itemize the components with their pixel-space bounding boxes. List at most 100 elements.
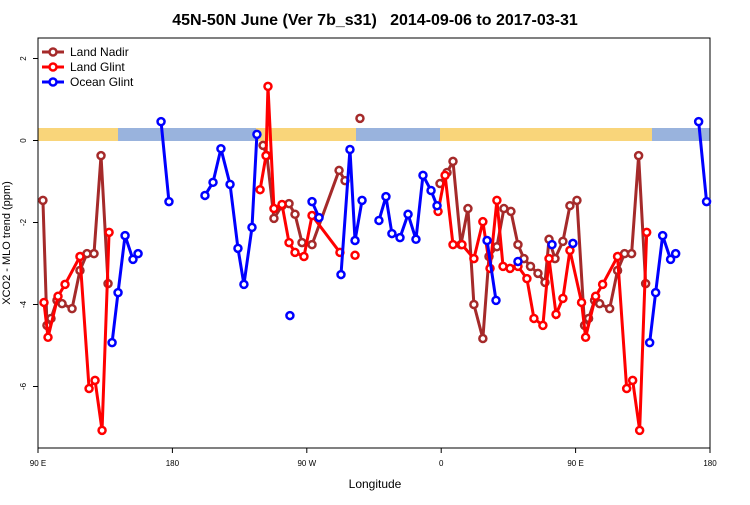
data-point <box>448 239 458 250</box>
data-point <box>403 209 413 220</box>
y-tick-label: 2 <box>19 56 28 61</box>
data-point <box>225 179 235 190</box>
data-point <box>387 228 397 239</box>
y-tick-label: -4 <box>19 300 28 308</box>
data-point <box>644 337 655 348</box>
x-tick-label: 90 W <box>297 459 316 468</box>
data-point <box>38 195 48 206</box>
x-tick-label: 90 E <box>30 459 46 468</box>
data-point <box>544 253 554 264</box>
data-point <box>107 337 117 348</box>
legend-marker <box>48 62 58 72</box>
data-point <box>314 212 324 223</box>
y-tick-label: 0 <box>19 138 28 143</box>
data-point <box>482 235 492 246</box>
data-point <box>580 332 591 343</box>
data-point <box>120 230 130 241</box>
data-point <box>551 309 561 320</box>
data-point <box>513 239 523 250</box>
data-point <box>478 216 488 227</box>
data-point <box>701 196 712 207</box>
x-axis-label: Longitude <box>349 477 402 491</box>
data-point <box>529 313 539 324</box>
data-point <box>381 191 391 202</box>
data-point <box>355 113 365 124</box>
data-point <box>440 170 450 181</box>
data-point <box>133 248 143 259</box>
legend-label: Land Nadir <box>70 45 129 59</box>
data-point <box>558 236 568 247</box>
data-point <box>90 375 100 386</box>
data-point <box>53 291 63 302</box>
chart-title: 45N-50N June (Ver 7b_s31) 2014-09-06 to … <box>172 12 578 29</box>
data-point <box>113 287 123 298</box>
data-point <box>627 375 638 386</box>
data-point <box>128 254 138 265</box>
legend-label: Land Glint <box>70 60 125 74</box>
land-band <box>256 128 356 141</box>
data-point <box>576 297 587 308</box>
x-tick-label: 180 <box>703 459 717 468</box>
data-point <box>67 303 77 314</box>
data-point <box>568 238 578 249</box>
data-point <box>277 199 287 210</box>
plot-frame <box>37 37 711 449</box>
data-point <box>657 230 668 241</box>
data-point <box>97 425 107 436</box>
data-point <box>84 383 94 394</box>
data-point <box>252 129 262 140</box>
data-point <box>547 239 557 250</box>
data-point <box>43 332 53 343</box>
x-tick-label: 0 <box>439 459 444 468</box>
data-point <box>693 116 704 127</box>
data-point <box>641 227 652 238</box>
data-point <box>604 303 615 314</box>
data-point <box>525 261 536 272</box>
data-point <box>290 209 300 220</box>
data-point <box>350 250 360 261</box>
data-point <box>233 243 243 254</box>
data-point <box>290 247 300 258</box>
data-point <box>357 195 367 206</box>
x-tick-label: 90 E <box>567 459 583 468</box>
data-point <box>334 165 344 176</box>
series-line <box>110 121 709 343</box>
data-point <box>665 254 676 265</box>
data-point <box>492 195 502 206</box>
land-band <box>38 128 118 141</box>
data-point <box>626 248 637 259</box>
data-point <box>469 253 479 264</box>
data-point <box>299 251 309 262</box>
data-point <box>650 287 661 298</box>
x-tick-label: 180 <box>166 459 180 468</box>
data-point <box>448 156 458 167</box>
data-point <box>522 273 532 284</box>
data-point <box>216 143 226 154</box>
data-point <box>533 268 543 279</box>
data-point <box>633 150 644 161</box>
data-point <box>75 251 85 262</box>
legend-marker <box>48 77 58 87</box>
data-point <box>565 200 575 211</box>
y-tick-label: -2 <box>19 218 28 226</box>
data-point <box>269 213 279 224</box>
data-point <box>336 269 346 280</box>
data-point <box>239 279 249 290</box>
data-point <box>457 239 467 250</box>
data-point <box>269 203 279 214</box>
data-point <box>89 248 99 259</box>
data-point <box>104 227 114 238</box>
data-point <box>492 241 502 252</box>
y-tick-label: -6 <box>19 382 28 390</box>
data-point <box>307 239 317 250</box>
data-point <box>60 279 70 290</box>
data-point <box>469 299 479 310</box>
data-point <box>505 263 515 274</box>
data-point <box>57 298 67 309</box>
data-point <box>96 150 106 161</box>
data-point <box>572 195 582 206</box>
land-ocean-band <box>38 128 710 141</box>
data-point <box>538 320 548 331</box>
legend-label: Ocean Glint <box>70 75 134 89</box>
data-point <box>350 235 360 246</box>
